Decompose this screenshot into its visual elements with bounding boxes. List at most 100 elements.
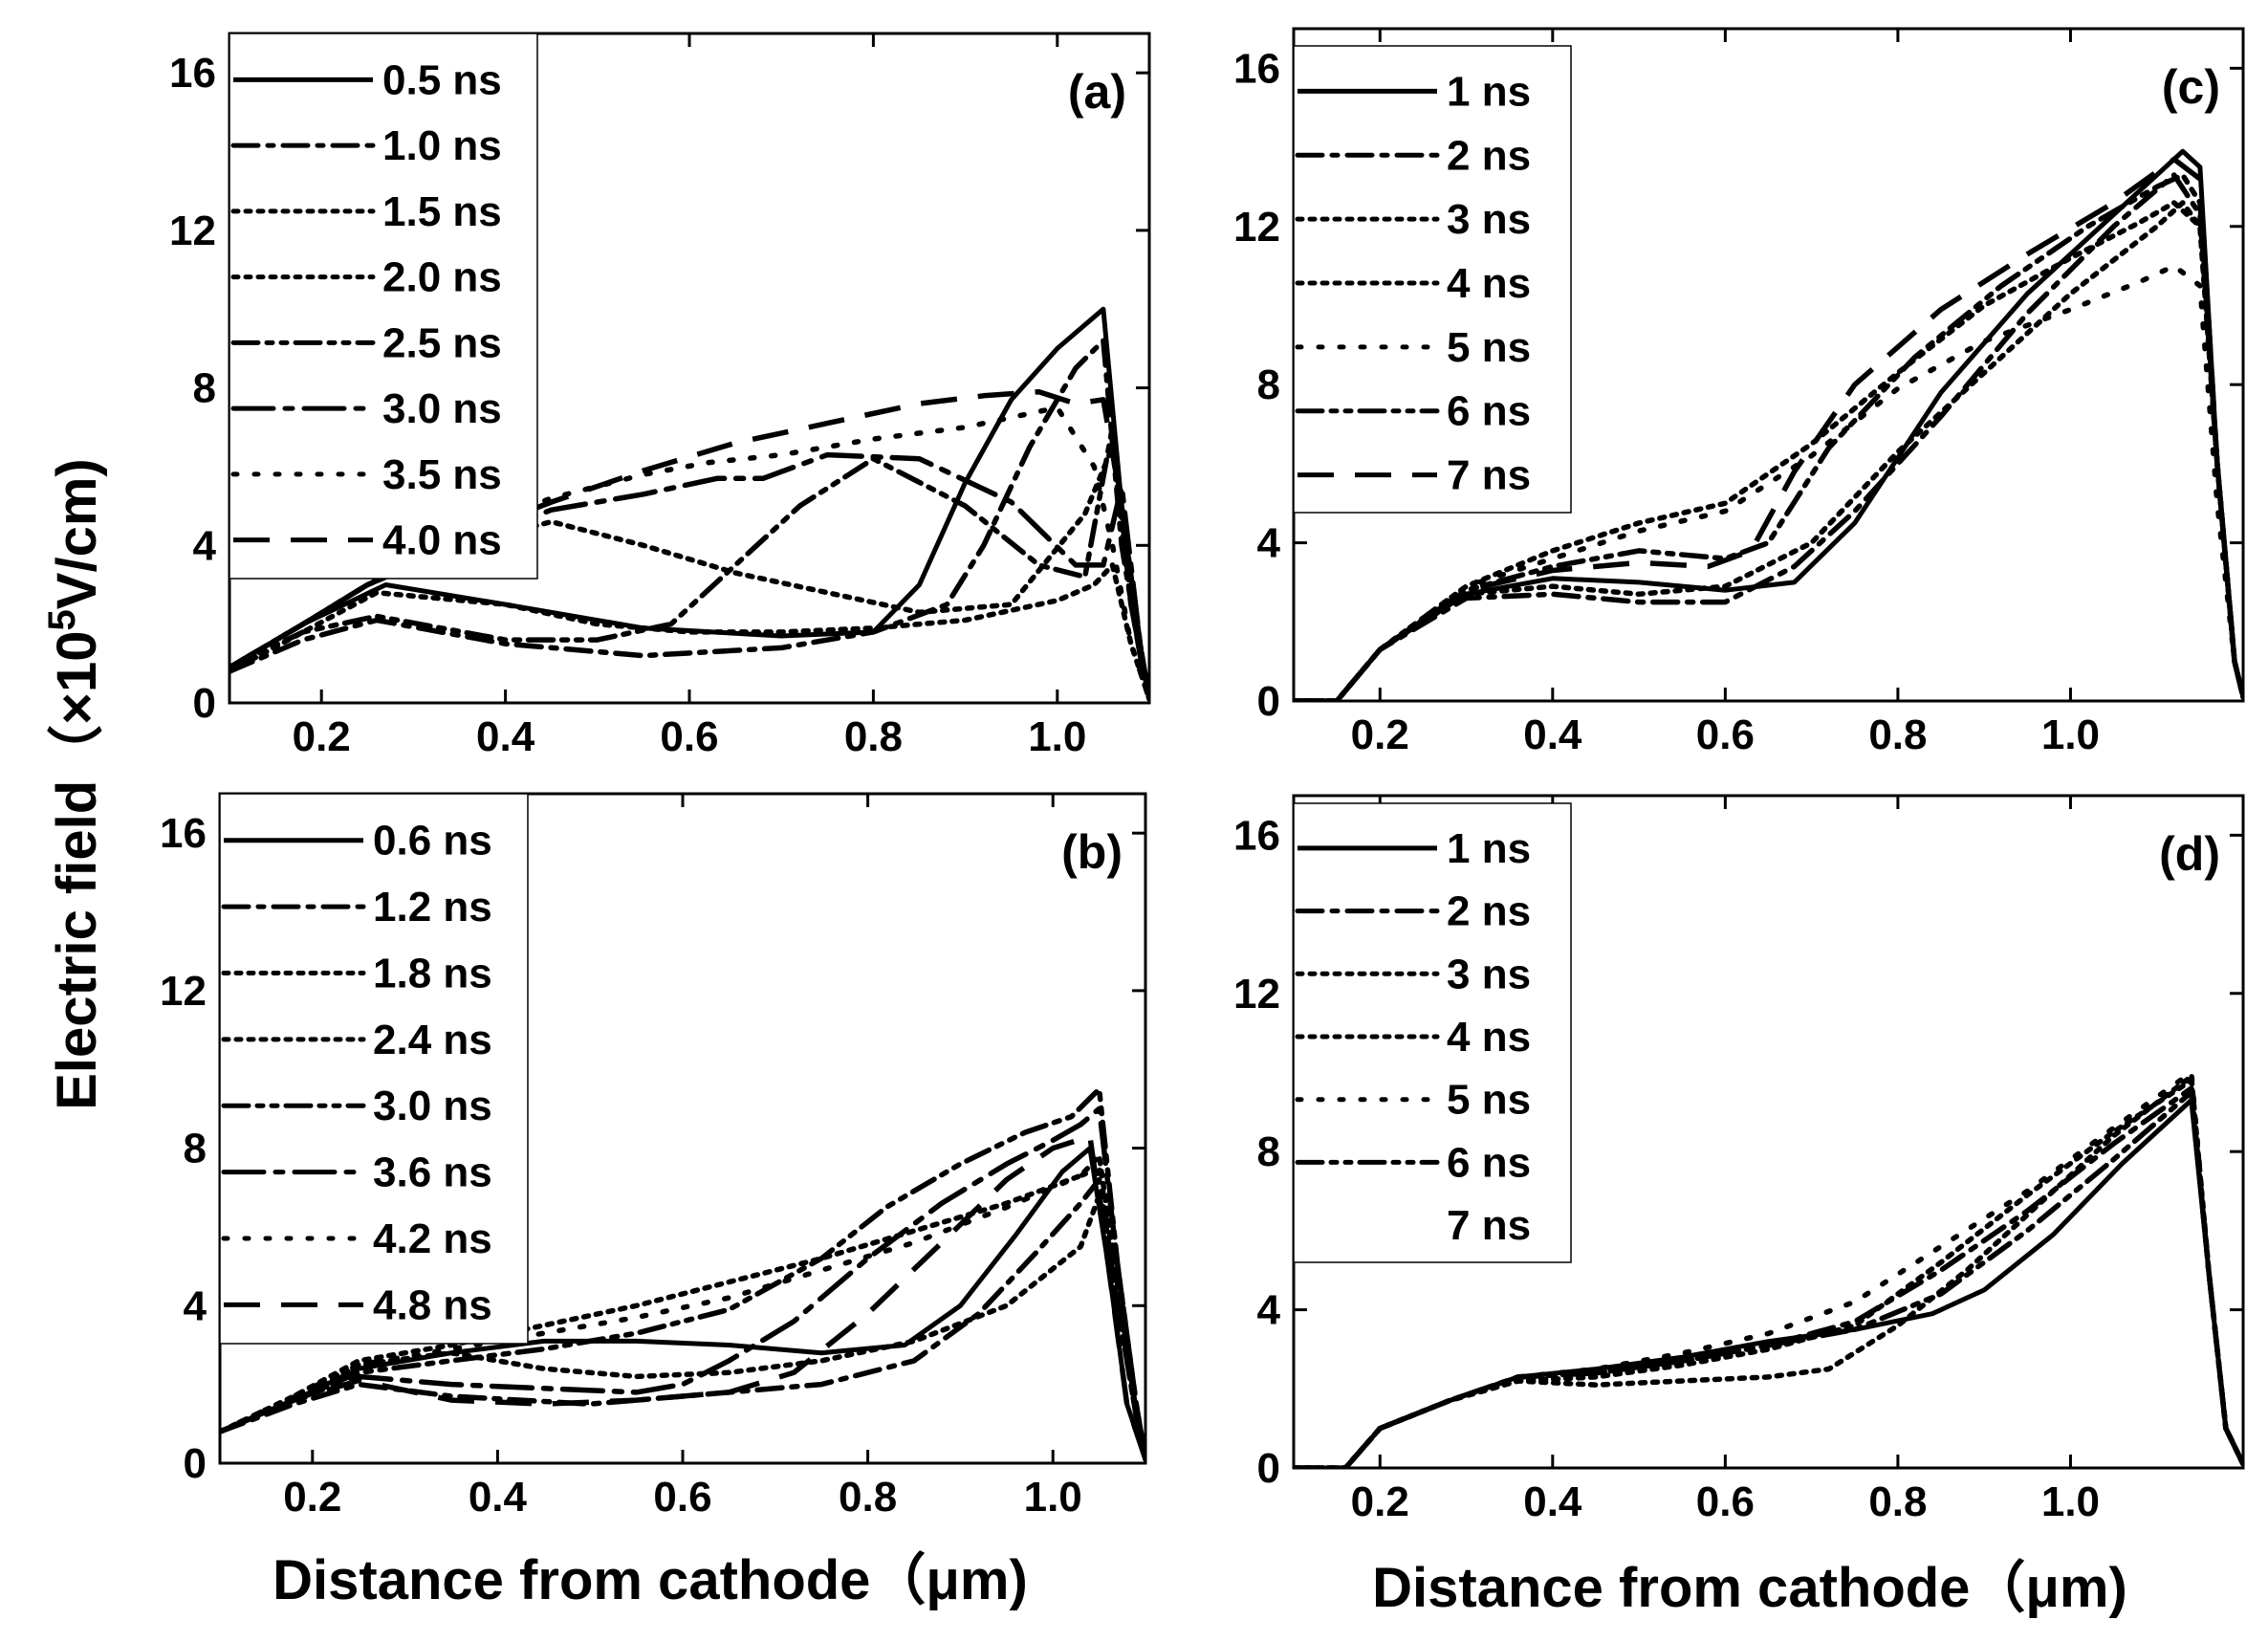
y-tick-label: 8 [193, 365, 216, 412]
legend-label: 7 ns [1447, 1202, 1531, 1249]
legend-label: 3.0 ns [382, 385, 502, 432]
y-tick-label: 8 [1257, 1128, 1280, 1175]
legend-box [1293, 45, 1572, 514]
legend: 0.5 ns 1.0 ns 1.5 ns 2.0 ns 2.5 ns 3.0 ns 3.5 … [229, 33, 538, 580]
legend-label: 3.0 ns [373, 1083, 492, 1129]
y-tick-label: 4 [1257, 1287, 1281, 1334]
x-tick-label: 0.4 [476, 713, 535, 760]
legend-label: 6 ns [1447, 388, 1531, 435]
y-tick-label: 4 [1257, 520, 1281, 567]
panel-label: (b) [1061, 825, 1123, 879]
legend-label: 0.5 ns [382, 56, 502, 103]
x-tick-label: 0.8 [1868, 712, 1927, 758]
y-tick-label: 16 [169, 50, 216, 97]
y-tick-label: 8 [1257, 361, 1280, 408]
svg-text:Electric field（×105V/cm): Electric field（×105V/cm) [41, 458, 108, 1110]
y-tick-label: 12 [160, 968, 207, 1015]
y-tick-label: 0 [184, 1440, 207, 1487]
legend-label: 4.8 ns [373, 1281, 492, 1328]
x-tick-label: 1.0 [1024, 1474, 1082, 1521]
y-tick-label: 8 [184, 1126, 207, 1172]
panel-label: (c) [2162, 60, 2220, 114]
legend-label: 2.0 ns [382, 254, 502, 301]
legend-label: 0.6 ns [373, 818, 492, 865]
legend-box [219, 793, 529, 1345]
series-line-1.8-ns [220, 1193, 1145, 1462]
y-tick-label: 16 [1233, 812, 1280, 859]
x-tick-label: 0.6 [653, 1474, 711, 1521]
x-tick-label: 0.8 [844, 713, 903, 760]
x-tick-label: 0.6 [1696, 1478, 1755, 1525]
series-line-4.8-ns [220, 1133, 1145, 1460]
y-tick-label: 0 [1257, 678, 1280, 725]
series-line-3.6-ns [220, 1106, 1145, 1462]
x-tick-label: 0.2 [1351, 712, 1409, 758]
legend-label: 1 ns [1447, 68, 1531, 115]
y-tick-label: 16 [1233, 45, 1280, 92]
x-tick-label: 0.4 [1523, 1478, 1582, 1525]
y-axis-title-exponent: 5 [41, 609, 83, 630]
series-line-4.0-ns [229, 388, 1149, 700]
legend-box [229, 33, 538, 580]
y-tick-label: 12 [1233, 204, 1280, 251]
x-tick-label: 0.6 [1696, 712, 1755, 758]
legend-label: 7 ns [1447, 452, 1531, 499]
x-axis-title-left: Distance from cathode（μm) [273, 1549, 1028, 1611]
series-line-1.5-ns [229, 562, 1149, 702]
panel-c: 0.2 0.4 0.6 0.8 1.0 0 4 8 12 16 (c) 1 ns 2 ns 3 ns 4 n… [1233, 27, 2245, 758]
x-tick-label: 0.4 [1523, 712, 1582, 758]
legend-label: 4 ns [1447, 260, 1531, 307]
legend-label: 3.5 ns [382, 451, 502, 498]
series-line-5-ns [1294, 1069, 2243, 1468]
x-tick-label: 0.8 [839, 1474, 897, 1521]
legend-label: 3.6 ns [373, 1149, 492, 1196]
y-tick-label: 4 [184, 1282, 207, 1329]
series-line-2-ns [1294, 172, 2243, 701]
x-tick-label: 1.0 [2041, 1478, 2100, 1525]
legend-label: 3 ns [1447, 951, 1531, 997]
series-line-5-ns [1294, 263, 2243, 701]
series-line-6-ns [1294, 1089, 2243, 1468]
legend: 1 ns 2 ns 3 ns 4 ns 5 ns 6 ns 7 ns [1293, 45, 1572, 514]
legend-label: 2 ns [1447, 888, 1531, 935]
series-line-2.5-ns [229, 425, 1149, 702]
legend-label: 5 ns [1447, 324, 1531, 371]
y-axis-title: Electric field（×105V/cm) [41, 458, 108, 1110]
y-tick-label: 0 [193, 680, 216, 727]
series-group [1294, 1069, 2243, 1468]
legend-label: 2 ns [1447, 132, 1531, 179]
legend-label: 4.0 ns [382, 517, 502, 564]
series-line-4-ns [1294, 200, 2243, 701]
x-tick-label: 0.6 [660, 713, 718, 760]
y-tick-label: 0 [1257, 1445, 1280, 1492]
series-line-7-ns [1294, 156, 2243, 701]
legend-label: 1.0 ns [382, 122, 502, 169]
y-tick-label: 4 [193, 522, 217, 569]
x-axis-title-right: Distance from cathode（μm) [1372, 1557, 2127, 1619]
panels-layer: 0.2 0.4 0.6 0.8 1.0 0 4 8 12 16 (a) 0.5 ns 1.0 ns 1.5… [160, 27, 2245, 1525]
legend: 0.6 ns 1.2 ns 1.8 ns 2.4 ns 3.0 ns 3.6 ns 4.2 … [219, 793, 529, 1345]
x-tick-label: 1.0 [2041, 712, 2100, 758]
series-group [220, 1086, 1145, 1462]
legend-label: 4.2 ns [373, 1215, 492, 1262]
legend-label: 1.8 ns [373, 950, 492, 996]
y-axis-title-main: Electric field（×10 [46, 630, 108, 1109]
series-group [1294, 148, 2243, 701]
y-tick-label: 12 [1233, 971, 1280, 1018]
legend-label: 1.2 ns [373, 884, 492, 930]
legend-label: 5 ns [1447, 1077, 1531, 1124]
x-tick-label: 0.4 [469, 1474, 528, 1521]
panel-label: (a) [1068, 65, 1126, 119]
panel-a: 0.2 0.4 0.6 0.8 1.0 0 4 8 12 16 (a) 0.5 ns 1.0 ns 1.5… [169, 32, 1151, 760]
legend-label: 2.5 ns [382, 319, 502, 366]
x-tick-label: 1.0 [1028, 713, 1086, 760]
y-tick-label: 16 [160, 810, 207, 857]
legend-label: 1 ns [1447, 825, 1531, 872]
legend-label: 6 ns [1447, 1139, 1531, 1186]
legend-label: 1.5 ns [382, 188, 502, 235]
legend-box [1293, 802, 1572, 1263]
panel-d: 0.2 0.4 0.6 0.8 1.0 0 4 8 12 16 (d) 1 ns 2 ns 3 ns 4 n… [1233, 794, 2245, 1525]
x-tick-label: 0.2 [1351, 1478, 1409, 1525]
legend-label: 2.4 ns [373, 1017, 492, 1063]
